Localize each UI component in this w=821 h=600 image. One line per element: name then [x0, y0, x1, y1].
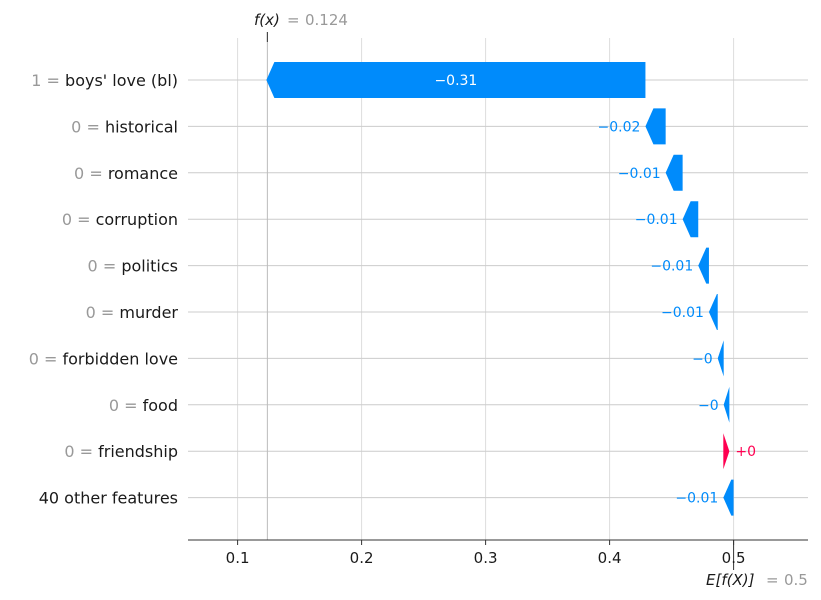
- fx-value: 0.124: [305, 11, 348, 29]
- base-equals: =: [766, 571, 779, 589]
- feature-value: 1 =: [31, 71, 65, 90]
- feature-name: romance: [108, 164, 178, 183]
- contribution-bars: [266, 62, 734, 516]
- feature-name: historical: [105, 117, 178, 136]
- x-tick-label: 0.1: [226, 549, 250, 567]
- contribution-labels: −0.31 −0.02 −0.01 −0.01 −0.01 −0.01 −0 −0 +0 −0.0…: [434, 73, 756, 507]
- fx-equals: =: [287, 11, 300, 29]
- feature-name: corruption: [96, 210, 178, 229]
- feature-value: 0 =: [62, 210, 96, 229]
- contribution-value-label: −0.01: [650, 259, 693, 275]
- feature-name: 40 other features: [39, 489, 178, 508]
- feature-label: 0 = murder: [86, 303, 179, 322]
- x-tick-label: 0.3: [474, 549, 498, 567]
- x-axis: 0.1 0.2 0.3 0.4 0.5: [188, 539, 808, 567]
- feature-name: boys' love (bl): [65, 71, 178, 90]
- contribution-bar: [717, 340, 724, 377]
- gridlines: [188, 38, 808, 540]
- feature-label: 40 other features: [39, 489, 178, 508]
- contribution-bar: [723, 479, 734, 516]
- contribution-bar: [708, 294, 718, 330]
- feature-value: 0 =: [71, 117, 105, 136]
- contribution-value-label: −0.31: [434, 73, 477, 89]
- feature-value: 0 =: [74, 164, 108, 183]
- feature-label: 0 = romance: [74, 164, 178, 183]
- x-tick-label: 0.4: [598, 549, 622, 567]
- feature-label: 0 = friendship: [64, 442, 178, 461]
- contribution-value-label: −0: [692, 351, 713, 367]
- contribution-bar: [723, 433, 730, 470]
- contribution-bar: [682, 201, 699, 238]
- x-tick-label: 0.2: [350, 549, 374, 567]
- contribution-bar: [698, 247, 709, 284]
- contribution-value-label: −0.01: [675, 491, 718, 507]
- feature-value: 0 =: [109, 396, 143, 415]
- feature-label: 0 = corruption: [62, 210, 178, 229]
- x-tick-label: 0.5: [722, 549, 746, 567]
- contribution-value-label: −0.01: [661, 305, 704, 321]
- contribution-value-label: −0: [698, 398, 719, 414]
- feature-label: 1 = boys' love (bl): [31, 71, 178, 90]
- fx-label: f(x): [254, 11, 280, 29]
- contribution-value-label: −0.02: [598, 119, 641, 135]
- contribution-bar: [665, 154, 683, 191]
- contribution-value-label: −0.01: [635, 212, 678, 228]
- feature-label: 0 = historical: [71, 117, 178, 136]
- feature-name: friendship: [98, 442, 178, 461]
- contribution-bar: [266, 62, 646, 98]
- contribution-bar: [723, 386, 730, 423]
- feature-value: 0 =: [88, 257, 122, 276]
- base-label: E[f(X)]: [706, 571, 755, 589]
- contribution-value-label: +0: [735, 444, 756, 460]
- feature-name: murder: [119, 303, 178, 322]
- feature-label: 0 = forbidden love: [29, 349, 178, 368]
- feature-label: 0 = politics: [88, 257, 178, 276]
- contribution-bar: [645, 108, 666, 145]
- feature-name: politics: [121, 257, 178, 276]
- feature-name: forbidden love: [62, 349, 178, 368]
- feature-value: 0 =: [86, 303, 120, 322]
- base-value: 0.5: [784, 571, 808, 589]
- feature-value: 0 =: [64, 442, 98, 461]
- feature-name: food: [143, 396, 178, 415]
- contribution-value-label: −0.01: [618, 166, 661, 182]
- feature-label: 0 = food: [109, 396, 178, 415]
- feature-value: 0 =: [29, 349, 63, 368]
